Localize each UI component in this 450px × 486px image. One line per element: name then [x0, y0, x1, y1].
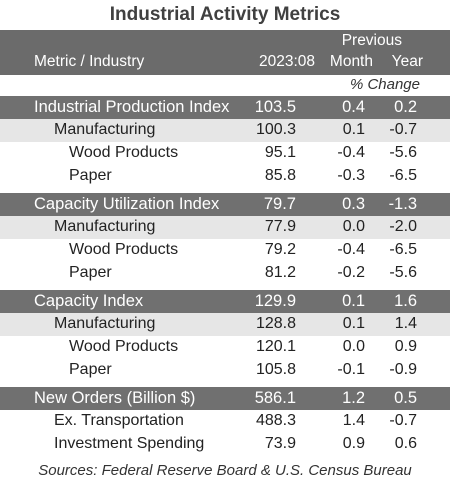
cell-value: 73.9: [264, 435, 296, 452]
cell-year-change: -5.6: [389, 144, 417, 161]
cell-label: Manufacturing: [54, 121, 156, 138]
header-period: 2023:08: [258, 53, 315, 70]
cell-month-change: 0.1: [342, 121, 365, 138]
cell-value: 81.2: [264, 264, 296, 281]
cell-year-change: -2.0: [389, 218, 417, 235]
table-row: Ex. Transportation 488.3 1.4 -0.7: [0, 410, 450, 433]
cell-month-change: 1.2: [342, 389, 365, 407]
cell-value: 129.9: [254, 292, 296, 310]
cell-value: 105.8: [255, 361, 296, 378]
cell-month-change: -0.2: [337, 264, 365, 281]
cell-label: Ex. Transportation: [54, 412, 184, 429]
section-row: Capacity Index 129.9 0.1 1.6: [0, 290, 450, 313]
table-header: Previous Metric / Industry 2023:08 Month…: [0, 30, 450, 75]
cell-month-change: -0.1: [337, 361, 365, 378]
cell-label: Capacity Utilization Index: [34, 195, 220, 213]
table-title: Industrial Activity Metrics: [109, 4, 341, 25]
cell-year-change: -6.5: [389, 241, 417, 258]
cell-month-change: -0.3: [337, 167, 365, 184]
cell-month-change: -0.4: [337, 241, 365, 258]
cell-year-change: -0.9: [389, 361, 417, 378]
cell-year-change: 1.6: [394, 292, 417, 310]
table-row: Paper 81.2 -0.2 -5.6: [0, 262, 450, 285]
cell-year-change: -0.7: [389, 121, 417, 138]
header-pct-change: % Change: [349, 76, 420, 93]
table-row: Wood Products 120.1 0.0 0.9: [0, 336, 450, 359]
cell-month-change: 0.9: [342, 435, 365, 452]
table-row: Wood Products 79.2 -0.4 -6.5: [0, 239, 450, 262]
cell-year-change: 0.9: [394, 338, 417, 355]
cell-value: 128.8: [255, 315, 296, 332]
cell-value: 85.8: [264, 167, 296, 184]
cell-year-change: 0.5: [394, 389, 417, 407]
cell-value: 79.2: [264, 241, 296, 258]
table-row: Manufacturing 77.9 0.0 -2.0: [0, 216, 450, 239]
table-row: Wood Products 95.1 -0.4 -5.6: [0, 142, 450, 165]
cell-year-change: -5.6: [389, 264, 417, 281]
cell-label: Capacity Index: [34, 292, 144, 310]
cell-month-change: 0.1: [342, 292, 365, 310]
cell-value: 100.3: [255, 121, 296, 138]
source-note: Sources: Federal Reserve Board & U.S. Ce…: [38, 462, 412, 479]
cell-value: 120.1: [255, 338, 296, 355]
cell-label: Wood Products: [69, 338, 179, 355]
table-body: Industrial Production Index 103.5 0.4 0.2 Ma…: [0, 96, 450, 456]
cell-label: Wood Products: [69, 144, 179, 161]
cell-value: 586.1: [254, 389, 296, 407]
cell-value: 77.9: [264, 218, 296, 235]
cell-month-change: 0.3: [342, 195, 365, 213]
cell-month-change: -0.4: [337, 144, 365, 161]
pct-change-row: % Change: [0, 75, 450, 96]
cell-year-change: 1.4: [394, 315, 417, 332]
cell-month-change: 0.1: [342, 315, 365, 332]
cell-label: Paper: [69, 264, 112, 281]
cell-label: Paper: [69, 361, 112, 378]
cell-year-change: -1.3: [388, 195, 417, 213]
cell-month-change: 1.4: [342, 412, 365, 429]
section-row: New Orders (Billion $) 586.1 1.2 0.5: [0, 387, 450, 410]
cell-value: 103.5: [254, 98, 296, 116]
section-row: Capacity Utilization Index 79.7 0.3 -1.3: [0, 193, 450, 216]
cell-label: Manufacturing: [54, 315, 156, 332]
cell-year-change: -6.5: [389, 167, 417, 184]
section-spacer: [0, 188, 450, 193]
cell-label: New Orders (Billion $): [34, 389, 196, 407]
cell-year-change: -0.7: [389, 412, 417, 429]
table-row: Investment Spending 73.9 0.9 0.6: [0, 433, 450, 456]
header-metric: Metric / Industry: [34, 53, 145, 70]
section-spacer: [0, 382, 450, 387]
table-row: Paper 85.8 -0.3 -6.5: [0, 165, 450, 188]
header-month: Month: [329, 53, 373, 70]
cell-value: 95.1: [264, 144, 296, 161]
header-previous: Previous: [341, 32, 402, 49]
cell-label: Paper: [69, 167, 112, 184]
cell-label: Investment Spending: [54, 435, 205, 452]
cell-value: 488.3: [255, 412, 296, 429]
table-row: Paper 105.8 -0.1 -0.9: [0, 359, 450, 382]
section-row: Industrial Production Index 103.5 0.4 0.2: [0, 96, 450, 119]
table-row: Manufacturing 128.8 0.1 1.4: [0, 313, 450, 336]
cell-value: 79.7: [263, 195, 296, 213]
header-year: Year: [391, 53, 423, 70]
cell-year-change: 0.6: [394, 435, 417, 452]
cell-month-change: 0.0: [342, 218, 365, 235]
cell-month-change: 0.0: [342, 338, 365, 355]
table-row: Manufacturing 100.3 0.1 -0.7: [0, 119, 450, 142]
section-spacer: [0, 285, 450, 290]
cell-label: Wood Products: [69, 241, 179, 258]
cell-year-change: 0.2: [394, 98, 417, 116]
cell-label: Manufacturing: [54, 218, 156, 235]
cell-label: Industrial Production Index: [34, 98, 230, 116]
cell-month-change: 0.4: [342, 98, 365, 116]
